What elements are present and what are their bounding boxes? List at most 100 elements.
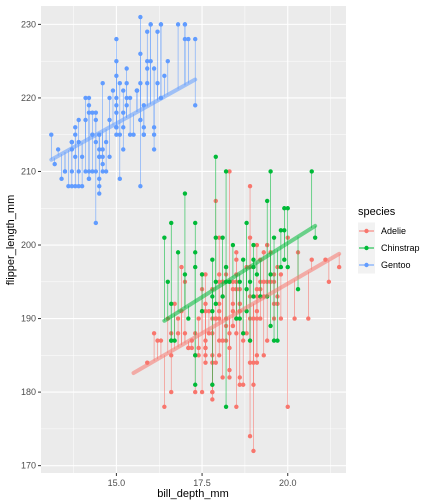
data-point <box>127 95 133 101</box>
data-point <box>336 264 342 270</box>
data-point <box>172 301 177 307</box>
data-point <box>227 169 232 174</box>
legend-label: Chinstrap <box>381 243 420 253</box>
data-point <box>114 103 119 108</box>
data-point <box>285 206 290 211</box>
data-point <box>268 272 273 277</box>
data-point <box>292 316 297 321</box>
data-point <box>251 360 256 365</box>
data-point <box>251 316 256 321</box>
data-point <box>175 250 181 255</box>
data-point <box>251 242 256 248</box>
data-point <box>121 125 126 130</box>
data-point <box>206 309 212 314</box>
data-point <box>162 404 167 410</box>
data-point <box>69 169 75 174</box>
data-point <box>193 103 198 108</box>
data-point <box>193 220 198 226</box>
data-point <box>148 22 153 27</box>
data-point <box>217 316 222 321</box>
data-point <box>217 279 222 284</box>
fit-line-chinstrap <box>162 223 318 323</box>
data-point <box>230 309 236 314</box>
data-point <box>93 117 99 123</box>
data-point <box>145 58 150 64</box>
x-tick-label: 20.0 <box>279 478 297 488</box>
data-point <box>121 88 126 93</box>
data-point <box>114 95 119 101</box>
data-point <box>138 81 143 86</box>
data-point <box>251 382 256 387</box>
data-point <box>203 353 208 358</box>
data-point <box>155 338 160 343</box>
data-point <box>175 316 181 321</box>
data-point <box>237 279 242 284</box>
data-point <box>182 191 188 196</box>
data-point <box>247 279 253 284</box>
data-point <box>107 95 112 101</box>
fit-layer <box>49 77 342 375</box>
data-point <box>59 176 64 182</box>
data-point <box>237 382 242 387</box>
data-point <box>285 264 290 270</box>
data-point <box>254 309 260 314</box>
data-point <box>278 272 284 277</box>
data-point <box>169 301 174 307</box>
data-point <box>210 309 215 314</box>
data-point <box>309 257 314 262</box>
data-point <box>100 81 105 86</box>
data-point <box>127 132 133 137</box>
data-point <box>186 316 191 321</box>
data-point <box>217 309 222 314</box>
data-point <box>227 345 232 351</box>
data-point <box>103 169 109 174</box>
x-axis: 15.0 17.5 20.0 <box>108 473 297 488</box>
data-point <box>203 345 208 351</box>
data-point <box>220 235 225 240</box>
data-point <box>282 257 287 262</box>
data-point <box>83 117 88 123</box>
y-tick-label: 180 <box>21 387 36 397</box>
data-point <box>199 272 205 277</box>
data-point <box>117 176 123 182</box>
data-point <box>213 301 218 307</box>
data-point <box>240 382 246 387</box>
data-point <box>141 132 147 137</box>
data-point <box>76 169 81 174</box>
data-point <box>138 51 143 57</box>
data-point <box>138 183 143 189</box>
data-point <box>278 264 284 270</box>
data-point <box>100 147 105 152</box>
data-point <box>193 382 198 387</box>
data-point <box>165 58 170 64</box>
data-point <box>97 176 102 182</box>
legend-title: species <box>358 206 396 218</box>
data-point <box>230 323 236 329</box>
data-point <box>196 353 201 358</box>
data-point <box>217 235 222 240</box>
data-point <box>124 103 129 108</box>
data-point <box>285 404 290 410</box>
data-point <box>73 154 78 159</box>
data-point <box>230 301 236 307</box>
data-point <box>240 257 246 262</box>
data-point <box>103 139 109 145</box>
data-point <box>230 286 236 292</box>
data-point <box>169 338 174 343</box>
data-point <box>193 353 198 358</box>
x-axis-title: bill_depth_mm <box>157 488 229 500</box>
data-point <box>93 220 99 226</box>
data-point <box>114 58 119 64</box>
data-point <box>193 36 198 42</box>
data-point <box>169 389 174 395</box>
data-point <box>264 338 270 343</box>
data-point <box>73 132 78 137</box>
data-point <box>237 375 242 380</box>
data-point <box>234 331 239 336</box>
legend-label: Gentoo <box>381 260 411 270</box>
data-point <box>107 154 112 159</box>
data-point <box>169 220 174 226</box>
data-point <box>121 147 126 152</box>
data-point <box>93 110 99 115</box>
